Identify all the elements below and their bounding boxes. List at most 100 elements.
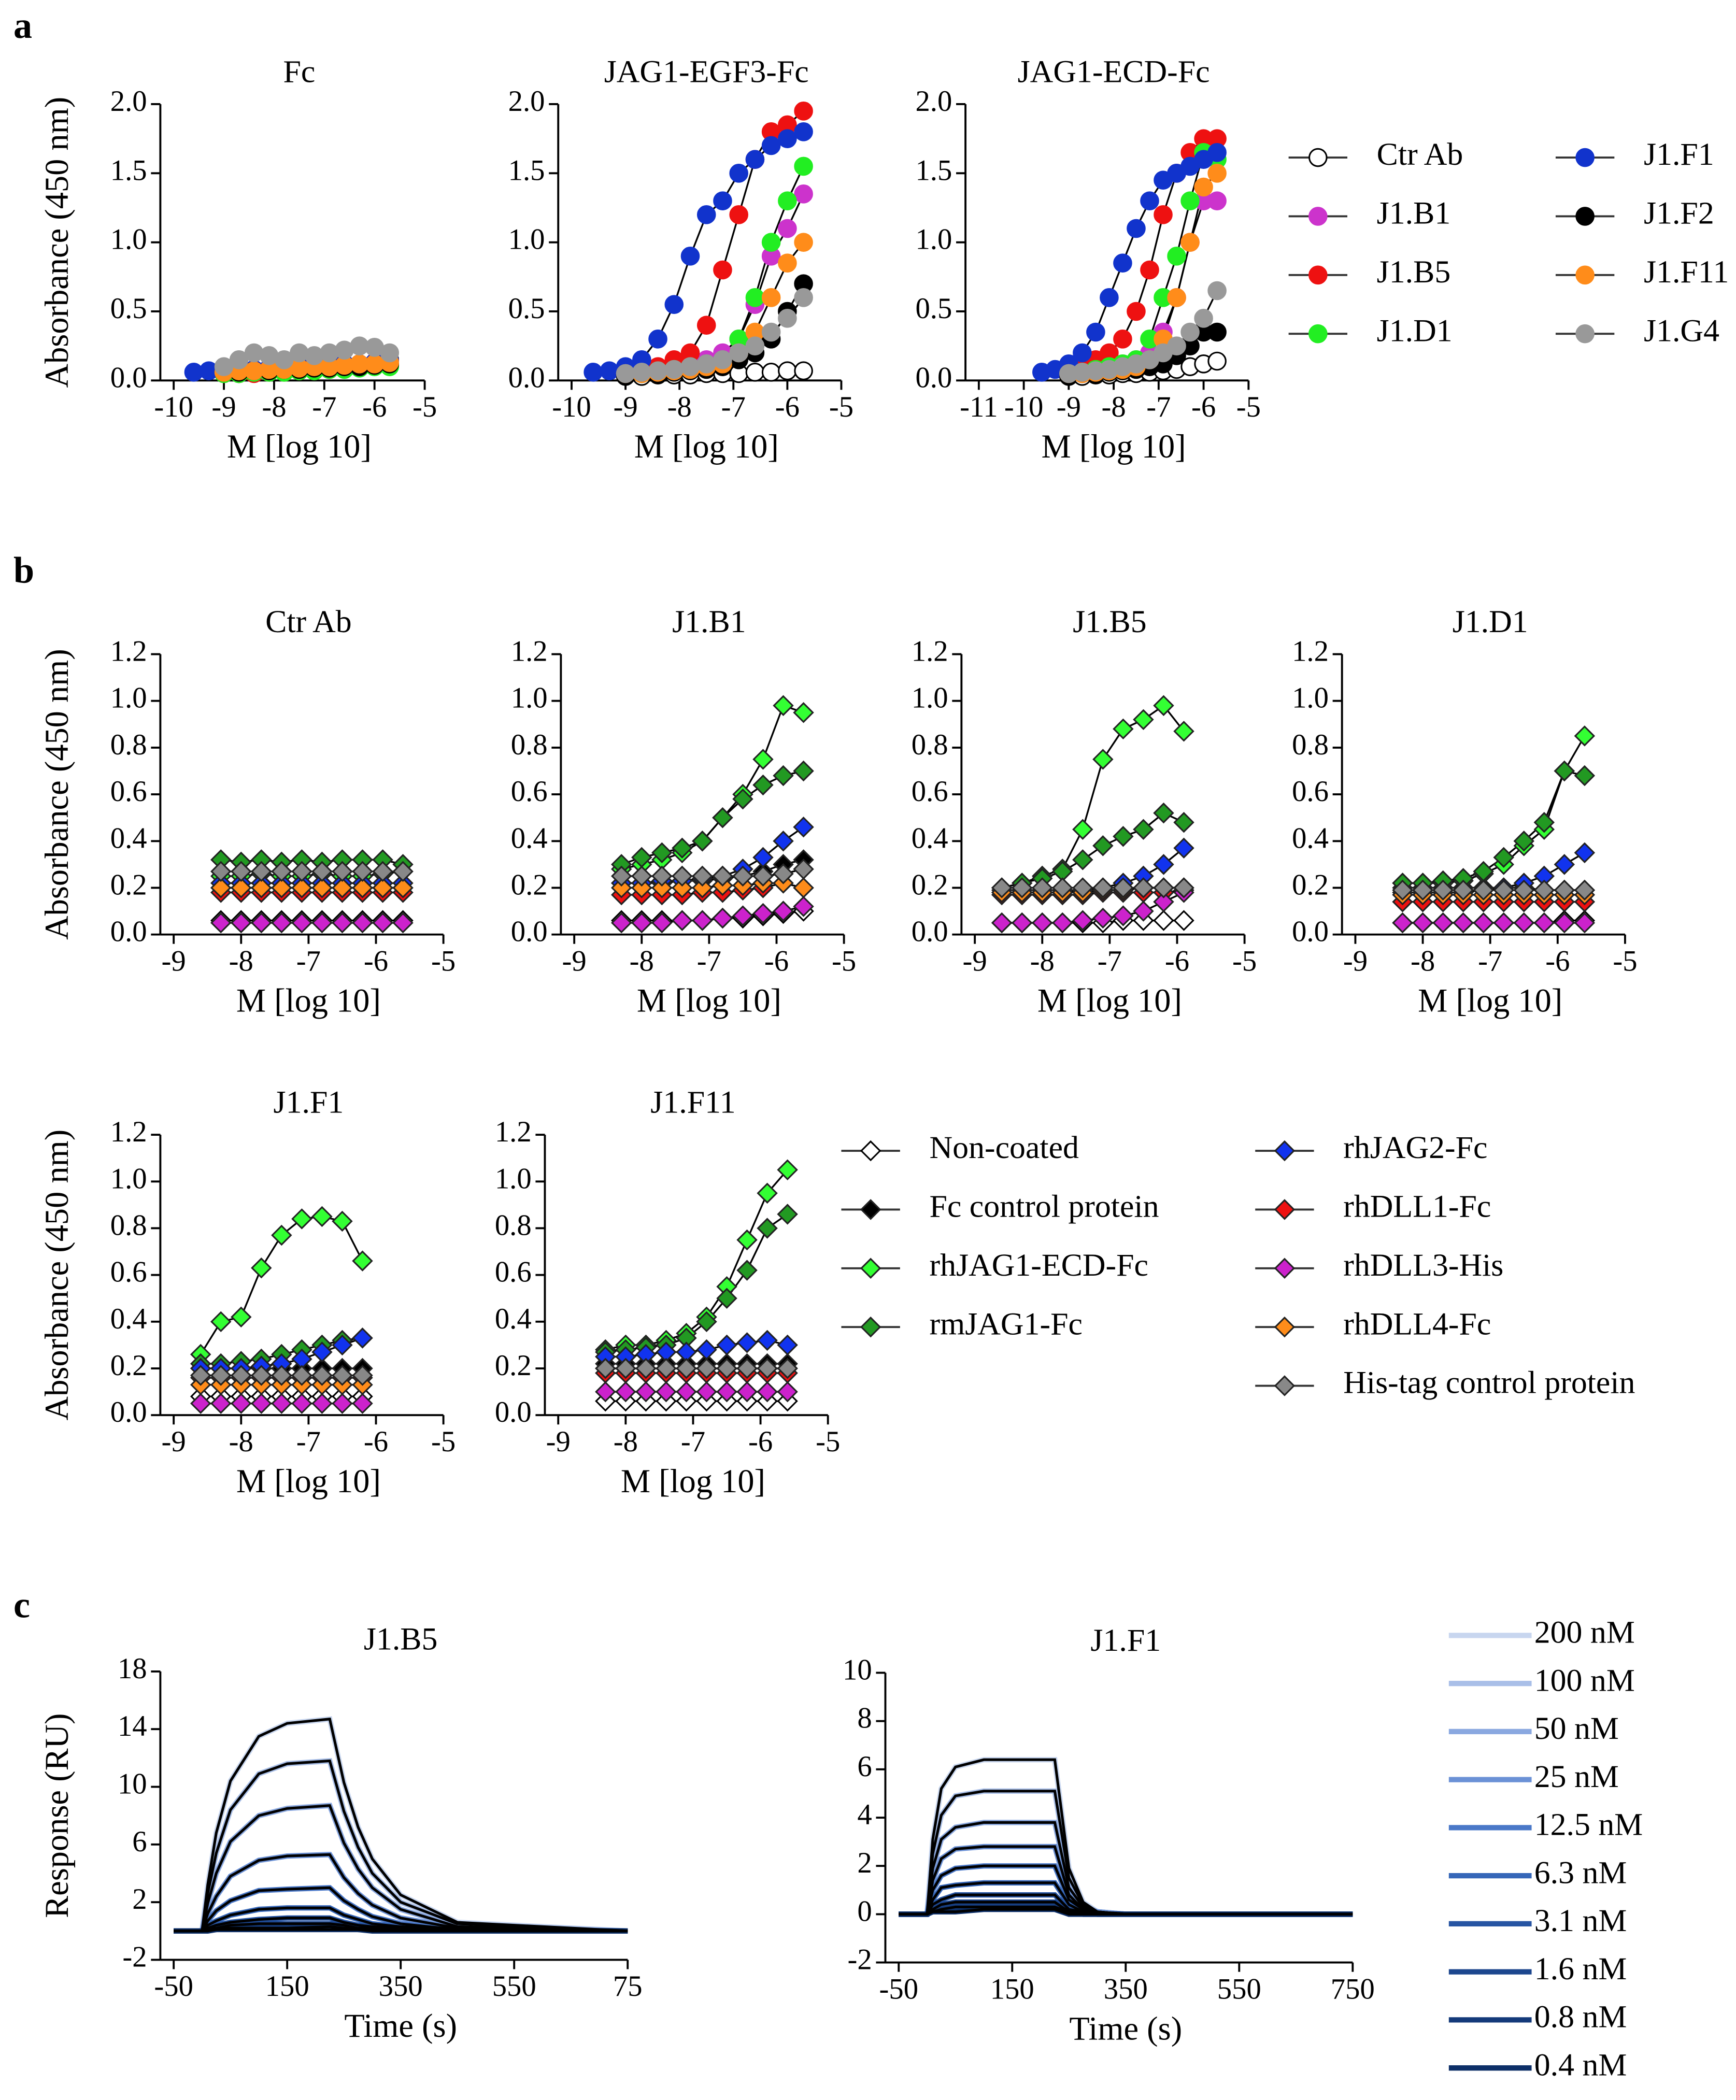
x-tick-label: -8	[630, 945, 654, 977]
data-point	[773, 695, 794, 716]
data-point	[1574, 725, 1596, 747]
data-point	[656, 1381, 677, 1403]
data-point	[632, 363, 651, 382]
x-tick-label: -9	[162, 1425, 186, 1458]
data-point	[712, 807, 733, 828]
fit-line	[174, 1917, 628, 1933]
data-point	[757, 1358, 778, 1379]
fit-line	[174, 1804, 628, 1933]
data-point	[1153, 802, 1174, 824]
x-tick-label: -5	[412, 391, 437, 423]
legend-label: 6.3 nM	[1534, 1855, 1627, 1890]
y-tick-label: 10	[843, 1653, 872, 1686]
y-tick-label: 0.6	[511, 775, 548, 808]
data-point	[1392, 912, 1413, 934]
y-tick-label: 0.2	[110, 1349, 147, 1382]
data-point	[1011, 877, 1033, 898]
y-tick-label: 0.4	[495, 1303, 532, 1335]
x-tick-label: -7	[1098, 945, 1122, 977]
data-point	[1113, 877, 1134, 898]
legend-label: 100 nM	[1534, 1663, 1635, 1698]
data-point	[231, 861, 252, 882]
x-tick-label: -8	[667, 391, 692, 423]
legend-label: 3.1 nM	[1534, 1903, 1627, 1938]
data-point	[1153, 877, 1174, 898]
y-tick-label: 0.6	[495, 1256, 532, 1289]
data-point	[291, 1208, 312, 1230]
legend-marker	[1274, 1140, 1296, 1162]
data-point	[757, 1381, 778, 1403]
x-axis-label: M [log 10]	[621, 1463, 765, 1499]
data-point	[736, 1332, 758, 1353]
data-point	[210, 1365, 232, 1386]
data-point	[1113, 330, 1132, 349]
y-tick-label: 0.0	[110, 916, 147, 948]
data-point	[778, 309, 797, 328]
panel-label: b	[13, 550, 34, 591]
data-point	[736, 1358, 758, 1379]
data-point	[664, 295, 684, 314]
data-point	[1153, 854, 1174, 875]
chart-title: J1.B5	[1073, 604, 1147, 639]
data-point	[231, 1365, 252, 1386]
data-point	[778, 361, 797, 380]
y-axis-label: Absorbance (450 nm)	[38, 97, 75, 388]
data-point	[713, 350, 732, 369]
data-point	[773, 831, 794, 852]
data-point	[1207, 143, 1227, 162]
legend-marker	[860, 1140, 881, 1162]
data-point	[1180, 322, 1200, 342]
data-point	[1154, 205, 1173, 224]
data-point	[696, 316, 716, 335]
x-tick-label: -9	[562, 945, 587, 977]
x-tick-label: 75	[613, 1970, 643, 2003]
data-point	[1072, 849, 1093, 870]
data-point	[1574, 842, 1596, 864]
data-point	[773, 765, 794, 787]
data-point	[672, 910, 693, 931]
y-tick-label: 14	[118, 1710, 147, 1742]
chart-title: J1.B5	[364, 1621, 438, 1656]
data-point	[1533, 879, 1555, 901]
data-point	[651, 865, 673, 887]
data-point	[761, 322, 781, 342]
y-tick-label: 8	[857, 1702, 872, 1735]
chart-title: JAG1-ECD-Fc	[1018, 54, 1210, 89]
data-point	[291, 912, 312, 934]
data-point	[1113, 826, 1134, 847]
legend-label: Ctr Ab	[1377, 137, 1463, 172]
x-tick-label: -6	[364, 1425, 388, 1458]
data-point	[1140, 260, 1159, 280]
y-tick-label: 6	[132, 1825, 147, 1858]
x-axis-label: M [log 10]	[1418, 982, 1562, 1019]
legend-label: J1.F1	[1644, 137, 1714, 172]
y-tick-label: 0.2	[495, 1349, 532, 1382]
x-tick-label: -11	[960, 391, 998, 423]
y-tick-label: 6	[857, 1750, 872, 1783]
data-point	[651, 877, 673, 898]
data-point	[648, 330, 667, 349]
legend-marker	[1308, 207, 1328, 226]
y-axis-label: Absorbance (450 nm)	[38, 1130, 75, 1421]
y-tick-label: 0.0	[912, 916, 948, 948]
data-point	[1207, 191, 1227, 210]
x-tick-label: -9	[613, 391, 637, 423]
y-tick-label: 0.8	[511, 728, 548, 761]
data-point	[793, 760, 814, 782]
data-point	[794, 122, 813, 141]
data-point	[392, 877, 414, 898]
data-point	[1127, 302, 1146, 321]
data-point	[231, 1306, 252, 1328]
data-point	[716, 1358, 737, 1379]
data-point	[251, 1257, 272, 1279]
fit-line	[621, 770, 804, 865]
legend-marker	[1575, 265, 1595, 285]
legend-label: Fc control protein	[930, 1189, 1159, 1224]
data-point	[761, 136, 781, 155]
data-point	[1153, 695, 1174, 716]
data-point	[1072, 819, 1093, 840]
y-tick-label: 0.0	[508, 361, 545, 394]
data-point	[210, 877, 232, 898]
data-point	[1173, 811, 1194, 833]
